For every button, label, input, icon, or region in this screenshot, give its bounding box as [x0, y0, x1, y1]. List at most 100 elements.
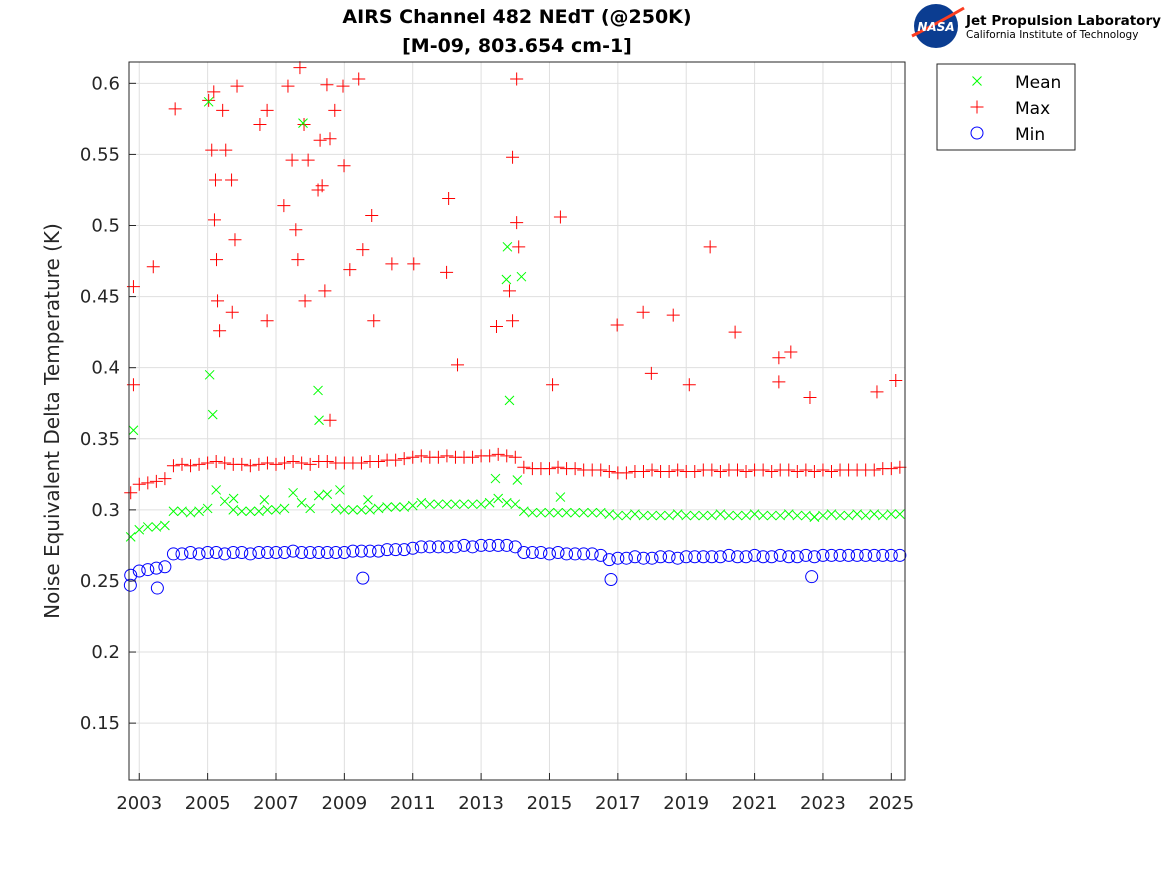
- mean-outlier-point: [298, 118, 308, 128]
- axes-box: [128, 61, 906, 781]
- mean-outlier-point: [128, 425, 139, 436]
- max-outlier-point: [451, 358, 465, 372]
- mean-point: [826, 509, 837, 519]
- max-point: [517, 460, 531, 474]
- max-point: [756, 463, 770, 477]
- mean-point: [886, 509, 897, 519]
- max-point: [295, 456, 309, 470]
- min-point: [448, 540, 462, 554]
- x-tick-label: 2007: [253, 793, 299, 814]
- mean-point: [262, 505, 273, 515]
- max-point: [867, 463, 881, 477]
- min-point: [500, 538, 514, 552]
- min-point: [354, 544, 368, 558]
- mean-outlier-point: [490, 473, 501, 484]
- max-point: [645, 463, 659, 477]
- max-point: [124, 486, 138, 500]
- max-point: [141, 476, 155, 490]
- mean-point: [151, 522, 162, 532]
- max-outlier-point: [210, 253, 224, 267]
- legend-label-min: Min: [1015, 125, 1045, 145]
- min-point: [560, 547, 574, 561]
- max-point: [807, 464, 821, 478]
- mean-point: [638, 510, 649, 521]
- min-point: [466, 540, 480, 554]
- mean-point: [570, 507, 580, 518]
- min-point: [619, 551, 633, 565]
- mean-point: [553, 507, 563, 518]
- mean-outlier-point: [204, 369, 215, 380]
- mean-point: [612, 510, 623, 521]
- mean-point: [459, 499, 469, 510]
- max-point: [500, 449, 514, 463]
- max-point: [132, 477, 146, 491]
- x-tick-label: 2019: [663, 793, 709, 814]
- max-outlier-point: [289, 223, 303, 237]
- min-point: [389, 543, 403, 557]
- legend-marker-mean: [972, 76, 982, 86]
- mean-outlier-point: [314, 415, 324, 426]
- max-point: [491, 447, 505, 461]
- max-outlier-point: [385, 257, 399, 271]
- y-axis-label: Noise Equivalent Delta Temperature (K): [40, 223, 64, 619]
- mean-point: [510, 499, 521, 510]
- x-tick-label: 2011: [390, 793, 436, 814]
- mean-point: [775, 510, 786, 521]
- mean-point: [382, 502, 392, 512]
- max-point: [730, 463, 744, 477]
- max-point: [739, 464, 753, 478]
- max-point: [303, 457, 317, 471]
- max-outlier-point: [208, 173, 222, 187]
- max-point: [893, 460, 907, 474]
- min-point: [525, 546, 539, 560]
- x-tick-label: 2003: [116, 793, 162, 814]
- max-outlier-point: [260, 314, 274, 328]
- mean-outlier-point: [504, 395, 515, 406]
- max-point: [235, 457, 249, 471]
- min-point: [765, 550, 779, 564]
- max-point: [201, 456, 215, 470]
- min-point: [329, 546, 343, 560]
- mean-point: [715, 509, 726, 519]
- min-point: [517, 546, 531, 560]
- max-point: [713, 464, 727, 478]
- min-point: [713, 550, 727, 564]
- min-point: [149, 561, 163, 575]
- mean-point: [125, 532, 136, 542]
- legend-marker-min: [970, 126, 984, 140]
- min-outlier-point: [805, 570, 819, 584]
- mean-point: [296, 497, 307, 508]
- mean-point: [758, 510, 768, 521]
- mean-point: [185, 507, 196, 518]
- min-point: [611, 551, 625, 565]
- min-point: [662, 550, 676, 564]
- max-outlier-point: [682, 378, 696, 392]
- max-point: [619, 466, 633, 480]
- max-outlier-point: [728, 325, 742, 339]
- mean-point: [518, 506, 529, 517]
- mean-point: [783, 509, 794, 519]
- y-tick-label: 0.3: [91, 500, 120, 521]
- min-point: [132, 564, 146, 578]
- mean-outlier-point: [555, 492, 566, 502]
- max-outlier-point: [318, 284, 332, 298]
- nasa-meatball-icon: [914, 4, 958, 48]
- max-outlier-point: [610, 318, 624, 332]
- min-point: [508, 540, 522, 554]
- max-point: [782, 463, 796, 477]
- mean-point: [339, 505, 350, 515]
- min-point: [175, 547, 189, 561]
- min-point: [679, 550, 693, 564]
- min-point: [278, 546, 292, 560]
- mean-point: [501, 497, 512, 508]
- min-point: [286, 544, 300, 558]
- mean-point: [467, 499, 478, 510]
- max-point: [354, 456, 368, 470]
- max-outlier-point: [207, 213, 221, 227]
- max-outlier-point: [219, 143, 233, 157]
- mean-point: [895, 509, 905, 519]
- max-outlier-point: [553, 210, 567, 224]
- mean-point: [698, 510, 709, 521]
- mean-point: [672, 509, 683, 519]
- max-outlier-point: [281, 79, 295, 93]
